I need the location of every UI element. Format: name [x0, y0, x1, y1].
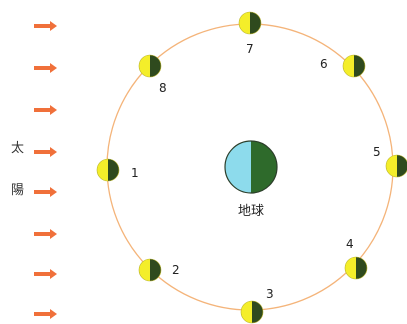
sun-label-1: 太 [11, 141, 24, 156]
moon-dark-half [150, 55, 161, 77]
moon-dark-half [150, 259, 161, 281]
moon-label-7: 7 [246, 42, 254, 56]
moon-label-4: 4 [346, 237, 354, 251]
moon-3: 3 [240, 287, 274, 324]
earth [224, 140, 278, 194]
moon-label-6: 6 [320, 57, 328, 71]
moon-8: 8 [138, 54, 167, 95]
moon-lit-half [343, 55, 354, 77]
moon-2: 2 [138, 258, 180, 282]
sunlight-arrows [34, 21, 57, 319]
moon-6: 6 [320, 54, 366, 78]
moon-label-5: 5 [373, 145, 381, 159]
moon-lit-half [139, 55, 150, 77]
sunlight-arrow [34, 105, 57, 115]
moon-dark-half [108, 159, 119, 181]
moon-dark-half [354, 55, 365, 77]
moon-1: 1 [96, 158, 139, 182]
moon-label-3: 3 [266, 287, 274, 301]
sunlight-arrow [34, 269, 57, 279]
moon-lit-half [239, 12, 250, 34]
sun-label-2: 陽 [11, 183, 24, 198]
sunlight-arrow [34, 309, 57, 319]
moon-lit-half [386, 155, 397, 177]
earth-outline [224, 140, 278, 194]
earth-label: 地球 [238, 204, 264, 219]
moon-lit-half [241, 301, 252, 323]
earth-night-side [251, 141, 277, 193]
moon-dark-half [252, 301, 263, 323]
moon-label-2: 2 [172, 263, 180, 277]
moon-dark-half [397, 155, 407, 177]
sunlight-arrow [34, 147, 57, 157]
earth-day-side [225, 141, 251, 193]
moon-lit-half [345, 257, 356, 279]
moon-dark-half [250, 12, 261, 34]
moon-4: 4 [344, 237, 368, 280]
sunlight-arrow [34, 63, 57, 73]
moon-label-1: 1 [131, 166, 139, 180]
sunlight-arrow [34, 21, 57, 31]
moons: 1 2 3 4 5 6 7 8 [96, 11, 407, 324]
sunlight-arrow [34, 187, 57, 197]
moon-lit-half [139, 259, 150, 281]
moon-7: 7 [238, 11, 262, 56]
moon-dark-half [356, 257, 367, 279]
sunlight-arrow [34, 229, 57, 239]
moon-label-8: 8 [159, 81, 167, 95]
moon-5: 5 [373, 145, 407, 178]
moon-lit-half [97, 159, 108, 181]
